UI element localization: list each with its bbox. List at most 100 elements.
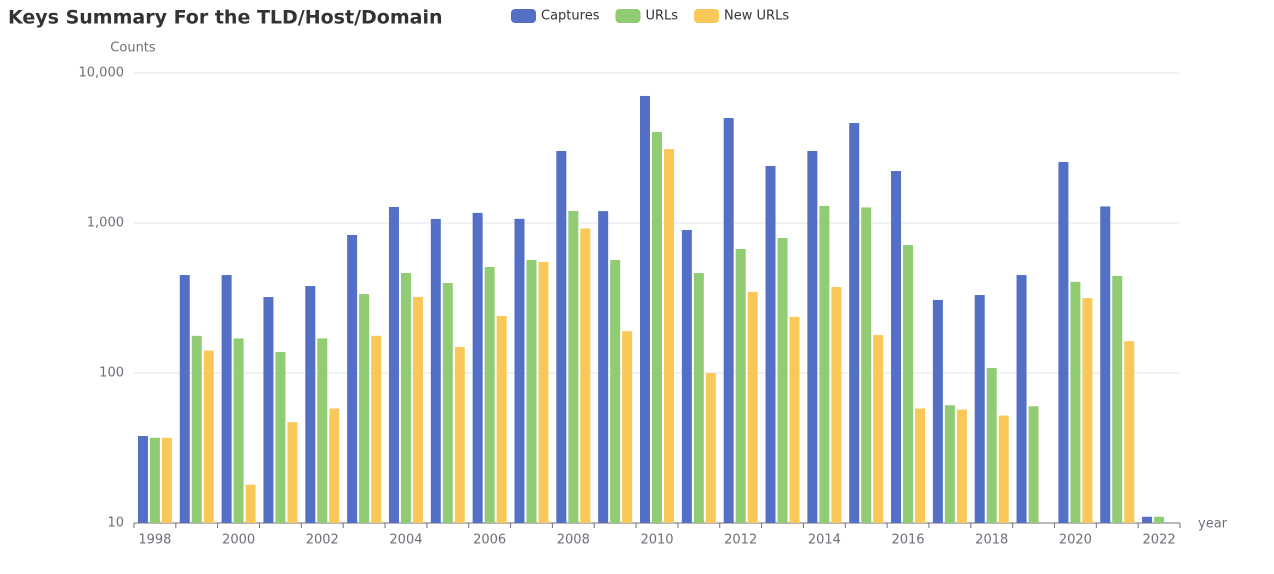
bar	[347, 234, 358, 523]
x-tick-label: 2002	[306, 533, 339, 548]
bar	[986, 367, 997, 523]
bar	[598, 211, 609, 524]
bar	[640, 95, 650, 524]
x-tick-label: 2008	[557, 533, 590, 548]
legend-label: New URLs	[724, 9, 789, 24]
legend-swatch	[511, 9, 536, 23]
bar	[442, 283, 453, 523]
bar	[681, 230, 692, 523]
bar	[1112, 275, 1123, 523]
bar	[484, 266, 495, 523]
bar	[1124, 341, 1135, 523]
bar	[329, 408, 340, 523]
bar	[287, 422, 298, 523]
bar	[944, 405, 955, 523]
y-tick-label: 10,000	[79, 66, 125, 81]
legend-swatch	[615, 9, 641, 23]
bar	[956, 409, 967, 523]
legend-label: URLs	[645, 9, 678, 24]
chart-title: Keys Summary For the TLD/Host/Domain	[8, 7, 443, 29]
bar	[765, 165, 776, 523]
x-tick-label: 2020	[1059, 533, 1092, 548]
legend-swatch	[694, 9, 720, 23]
bar	[203, 350, 214, 523]
bar	[1082, 298, 1093, 523]
bar	[915, 408, 926, 523]
bar	[580, 228, 591, 523]
x-tick-label: 2000	[222, 533, 255, 548]
bar	[998, 415, 1009, 523]
x-tick-label: 1998	[138, 533, 171, 548]
bar	[137, 436, 148, 523]
bar	[1070, 281, 1081, 523]
bar	[221, 275, 232, 523]
bar	[317, 338, 328, 523]
x-tick-label: 2016	[891, 533, 924, 548]
bar	[861, 207, 872, 523]
bar	[723, 118, 734, 523]
x-axis-label: year	[1198, 517, 1228, 532]
bar	[149, 437, 160, 523]
bar	[472, 212, 483, 523]
bar	[526, 259, 537, 523]
bar	[496, 315, 507, 523]
y-axis-label: Counts	[110, 41, 156, 56]
bar	[735, 248, 746, 523]
bar	[514, 218, 525, 523]
bar	[1058, 162, 1069, 523]
x-tick-label: 2022	[1143, 533, 1176, 548]
bar	[747, 291, 758, 523]
bar	[161, 437, 172, 523]
bar	[831, 287, 842, 523]
bar	[305, 286, 316, 523]
bar	[400, 273, 411, 523]
bar	[454, 347, 465, 523]
bar	[705, 373, 716, 523]
bar	[371, 335, 382, 523]
y-tick-label: 100	[99, 366, 124, 381]
y-tick-label: 1,000	[87, 216, 124, 231]
bar	[1142, 516, 1153, 523]
bar	[412, 297, 423, 523]
bar	[191, 335, 202, 523]
bar	[622, 331, 633, 523]
bar	[807, 150, 818, 523]
legend-label: Captures	[541, 9, 600, 24]
x-tick-label: 2010	[640, 533, 673, 548]
bar	[430, 218, 441, 524]
bar	[819, 205, 830, 523]
bar	[388, 206, 399, 523]
bar	[359, 294, 370, 523]
bar	[789, 316, 800, 523]
bar	[664, 149, 674, 523]
y-tick-label: 10	[107, 516, 124, 531]
bar	[849, 123, 860, 523]
bar	[556, 150, 567, 523]
bar	[873, 335, 884, 523]
bar	[652, 132, 662, 524]
bar	[245, 484, 256, 523]
bar	[568, 211, 579, 523]
bar	[610, 259, 621, 523]
x-tick-label: 2004	[389, 533, 422, 548]
bar	[263, 297, 274, 523]
bar	[233, 338, 244, 523]
bar	[179, 275, 190, 523]
bar	[891, 171, 902, 523]
x-tick-label: 2006	[473, 533, 506, 548]
bar	[1100, 206, 1111, 523]
bar	[903, 245, 914, 524]
bar	[932, 299, 943, 523]
bar	[1016, 275, 1027, 523]
x-tick-label: 2012	[724, 533, 757, 548]
bar	[1154, 516, 1165, 523]
bar	[1028, 406, 1039, 523]
bar	[777, 238, 788, 524]
bar	[693, 273, 704, 523]
bar	[275, 352, 286, 523]
bar	[974, 295, 985, 523]
x-tick-label: 2014	[808, 533, 841, 548]
bar	[538, 261, 549, 523]
x-tick-label: 2018	[975, 533, 1008, 548]
